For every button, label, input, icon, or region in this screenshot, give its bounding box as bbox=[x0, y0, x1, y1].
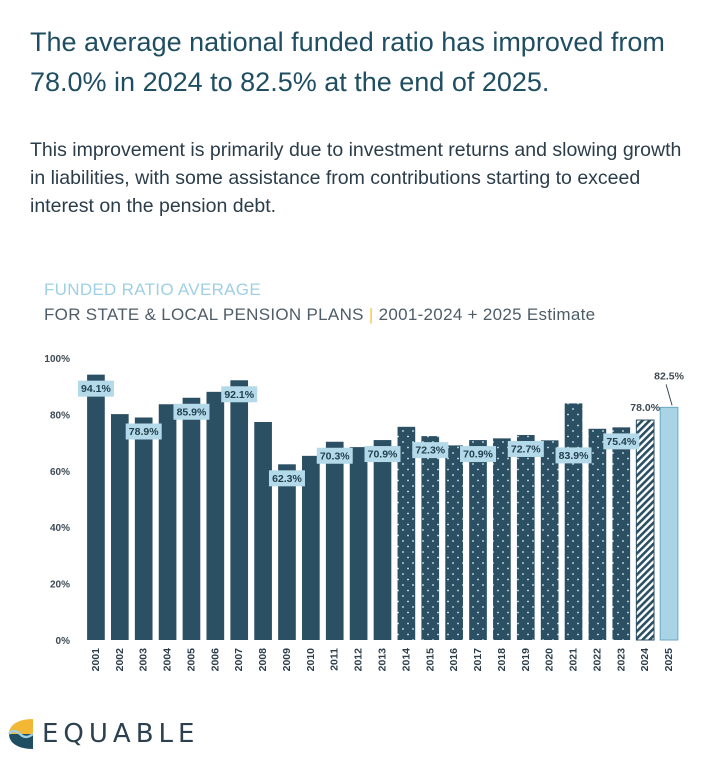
x-tick-label: 2024 bbox=[639, 648, 651, 672]
chart-title-range: 2001-2024 + 2025 Estimate bbox=[378, 305, 596, 324]
data-label-box bbox=[603, 433, 640, 450]
bar-2001 bbox=[87, 374, 105, 640]
x-tick-label: 2021 bbox=[568, 648, 580, 672]
y-tick-label: 100% bbox=[44, 354, 70, 365]
equable-logo: EQUABLE bbox=[8, 714, 199, 754]
data-label: 70.3% bbox=[320, 450, 350, 462]
x-tick-label: 2011 bbox=[329, 648, 341, 671]
bar-2005 bbox=[182, 397, 201, 640]
x-tick-label: 2020 bbox=[544, 648, 556, 672]
x-tick-label: 2017 bbox=[472, 648, 484, 672]
x-tick-label: 2002 bbox=[114, 648, 126, 672]
y-tick-label: 0% bbox=[56, 636, 71, 647]
bar-2007 bbox=[230, 380, 249, 640]
bar-2006 bbox=[206, 391, 225, 640]
x-tick-label: 2004 bbox=[162, 648, 174, 672]
x-tick-label: 2007 bbox=[233, 648, 245, 672]
bars-layer bbox=[87, 374, 679, 641]
chart-title-line1: FUNDED RATIO AVERAGE bbox=[44, 280, 261, 299]
x-tick-label: 2012 bbox=[353, 648, 365, 672]
chart-title-line2: FOR STATE & LOCAL PENSION PLANS | 2001-2… bbox=[44, 305, 595, 325]
data-label: 92.1% bbox=[224, 389, 254, 401]
headline: The average national funded ratio has im… bbox=[30, 27, 665, 97]
x-tick-label: 2009 bbox=[281, 648, 293, 672]
bar-2018 bbox=[493, 438, 511, 640]
data-label-box bbox=[173, 403, 210, 420]
y-tick-label: 80% bbox=[50, 410, 70, 421]
bar-2023 bbox=[612, 427, 631, 640]
y-tick-label: 60% bbox=[50, 467, 70, 478]
bar-2019 bbox=[516, 434, 535, 640]
data-label: 70.9% bbox=[463, 449, 493, 461]
x-tick-label: 2018 bbox=[496, 648, 508, 672]
bar-2017 bbox=[469, 440, 487, 640]
data-label: 85.9% bbox=[177, 406, 207, 418]
bar-2008 bbox=[254, 422, 272, 640]
x-tick-label: 2015 bbox=[424, 648, 436, 672]
bar-2022 bbox=[588, 428, 607, 640]
logo-text: EQUABLE bbox=[42, 719, 200, 749]
bar-2020 bbox=[540, 440, 559, 640]
data-label: 78.9% bbox=[129, 426, 159, 438]
x-tick-label: 2014 bbox=[400, 648, 412, 672]
data-label: 94.1% bbox=[81, 383, 111, 395]
x-tick-label: 2010 bbox=[305, 648, 317, 672]
x-tick-label: 2006 bbox=[209, 648, 221, 672]
bar-2004 bbox=[158, 404, 177, 640]
x-tick-label: 2025 bbox=[663, 648, 675, 672]
data-label-box bbox=[364, 446, 401, 463]
bar-2014 bbox=[397, 426, 416, 640]
data-label: 62.3% bbox=[272, 473, 302, 485]
data-label-box bbox=[77, 380, 114, 397]
data-label: 82.5% bbox=[654, 370, 684, 382]
bar-2013 bbox=[373, 440, 392, 640]
data-label: 78.0% bbox=[630, 402, 660, 414]
data-label-box bbox=[460, 446, 497, 463]
data-label-box bbox=[221, 386, 258, 403]
bar-2012 bbox=[349, 447, 368, 640]
data-labels-layer: 94.1% 78.9% 85.9% 92.1% 62.3% 70.3% 70.9% 72.3%… bbox=[77, 370, 685, 487]
y-axis-layer: 0% 20% 40% 60% 80% 100% bbox=[44, 354, 70, 647]
bar-2002 bbox=[110, 414, 129, 640]
x-axis-layer: 2001 2002 2003 2004 2005 2006 2007 2008 2009 2010… bbox=[90, 648, 675, 672]
data-label-box bbox=[555, 447, 592, 464]
x-tick-label: 2016 bbox=[448, 648, 460, 672]
x-tick-label: 2005 bbox=[185, 648, 197, 672]
data-label-box bbox=[507, 440, 544, 457]
chart-title-separator: | bbox=[368, 305, 374, 324]
data-label-box bbox=[125, 423, 162, 440]
bar-2011 bbox=[325, 441, 344, 640]
y-tick-label: 20% bbox=[50, 580, 70, 591]
bar-2021 bbox=[564, 403, 583, 640]
bar-2003 bbox=[134, 417, 153, 640]
x-tick-label: 2008 bbox=[257, 648, 269, 672]
label-pointer bbox=[665, 384, 673, 406]
funded-ratio-chart: 0% 20% 40% 60% 80% 100% 94.1% 78.9% 85.9% 92.1% 6… bbox=[44, 354, 685, 672]
data-label: 75.4% bbox=[606, 436, 636, 448]
bar-2010 bbox=[302, 455, 320, 640]
bar-2025 bbox=[659, 406, 679, 641]
x-tick-label: 2022 bbox=[591, 648, 603, 672]
x-tick-label: 2013 bbox=[377, 648, 389, 672]
bar-2015 bbox=[421, 436, 440, 640]
data-label: 70.9% bbox=[368, 449, 398, 461]
data-label-box bbox=[316, 447, 353, 464]
subtext: This improvement is primarily due to inv… bbox=[30, 139, 682, 217]
data-label: 72.7% bbox=[511, 443, 541, 455]
chart-title-main: FOR STATE & LOCAL PENSION PLANS bbox=[44, 305, 364, 324]
x-tick-label: 2023 bbox=[615, 648, 627, 672]
bar-2009 bbox=[278, 464, 296, 640]
x-tick-label: 2019 bbox=[520, 648, 532, 672]
data-label: 72.3% bbox=[415, 445, 445, 457]
bar-2024 bbox=[635, 419, 655, 641]
equable-logo-icon bbox=[8, 719, 34, 749]
x-tick-label: 2001 bbox=[90, 648, 102, 672]
bar-2016 bbox=[445, 445, 463, 640]
data-label-box bbox=[268, 470, 305, 487]
x-tick-label: 2003 bbox=[138, 648, 150, 672]
y-tick-label: 40% bbox=[50, 523, 70, 534]
data-label: 83.9% bbox=[559, 450, 589, 462]
data-label-box bbox=[412, 442, 449, 459]
